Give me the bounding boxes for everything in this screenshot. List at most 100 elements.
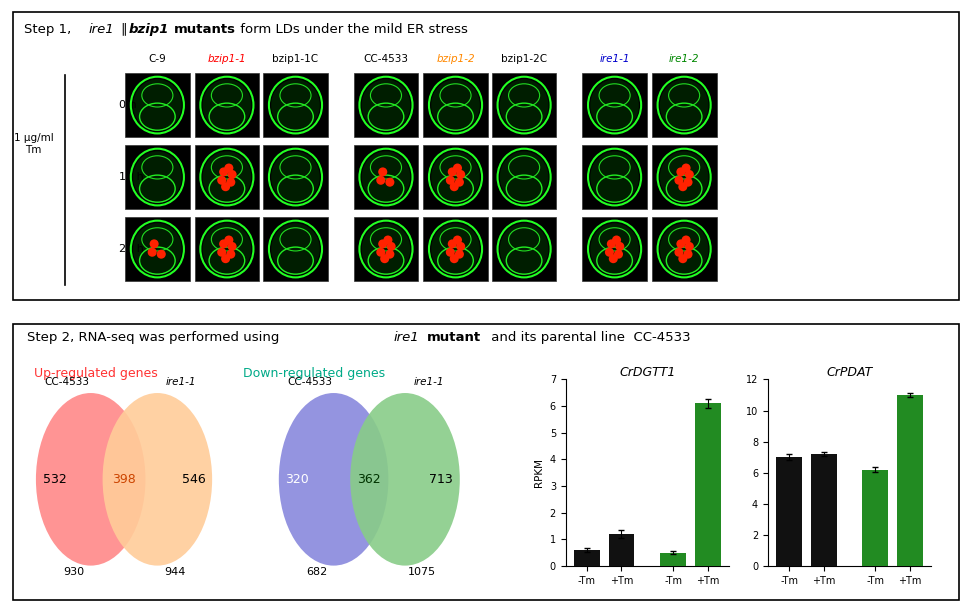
Ellipse shape (227, 242, 236, 251)
Text: ire1-2: ire1-2 (669, 54, 700, 64)
Ellipse shape (453, 163, 462, 173)
Ellipse shape (605, 248, 614, 257)
Bar (582, 145, 647, 209)
Ellipse shape (219, 167, 228, 176)
Bar (354, 145, 418, 209)
Text: and its parental line  CC-4533: and its parental line CC-4533 (487, 331, 690, 344)
Ellipse shape (217, 248, 226, 257)
Bar (811, 454, 837, 566)
Ellipse shape (500, 223, 548, 275)
Bar (194, 145, 260, 209)
Bar (652, 217, 716, 282)
Text: CC-4533: CC-4533 (364, 54, 408, 64)
Ellipse shape (380, 254, 389, 263)
Ellipse shape (202, 151, 251, 203)
Text: 944: 944 (164, 567, 186, 577)
Bar (263, 145, 328, 209)
Ellipse shape (225, 163, 233, 173)
Ellipse shape (448, 167, 457, 176)
Text: Step 1,: Step 1, (24, 23, 76, 35)
Ellipse shape (500, 80, 548, 131)
Ellipse shape (376, 248, 385, 257)
Ellipse shape (607, 239, 616, 248)
Bar (862, 469, 888, 566)
Ellipse shape (432, 151, 480, 203)
Text: 1075: 1075 (408, 567, 436, 577)
Text: ire1-1: ire1-1 (600, 54, 630, 64)
Ellipse shape (385, 177, 395, 187)
Ellipse shape (378, 167, 387, 176)
Bar (777, 457, 802, 566)
Bar (354, 217, 418, 282)
Ellipse shape (450, 254, 459, 263)
Ellipse shape (500, 151, 548, 203)
Bar (652, 145, 716, 209)
Ellipse shape (681, 236, 691, 245)
Ellipse shape (677, 167, 685, 176)
Text: 546: 546 (182, 473, 205, 486)
Ellipse shape (133, 80, 182, 131)
Bar (354, 73, 418, 137)
Ellipse shape (675, 176, 683, 185)
Bar (660, 553, 686, 566)
Ellipse shape (221, 254, 230, 263)
Ellipse shape (150, 239, 158, 248)
Text: ire1: ire1 (88, 23, 115, 35)
Bar (582, 217, 647, 282)
Ellipse shape (615, 242, 624, 251)
Ellipse shape (590, 80, 639, 131)
FancyBboxPatch shape (13, 12, 959, 300)
Ellipse shape (685, 170, 694, 179)
Text: Step 2, RNA-seq was performed using: Step 2, RNA-seq was performed using (27, 331, 284, 344)
Text: form LDs under the mild ER stress: form LDs under the mild ER stress (236, 23, 469, 35)
Ellipse shape (271, 151, 320, 203)
Ellipse shape (133, 223, 182, 275)
Text: 398: 398 (112, 473, 136, 486)
Ellipse shape (683, 177, 693, 187)
Bar (125, 217, 190, 282)
Bar (492, 217, 557, 282)
Ellipse shape (376, 176, 385, 185)
Ellipse shape (446, 248, 455, 257)
Ellipse shape (219, 239, 228, 248)
Bar (125, 73, 190, 137)
Ellipse shape (202, 223, 251, 275)
Ellipse shape (217, 176, 226, 185)
Ellipse shape (156, 250, 166, 259)
Text: ire1-1: ire1-1 (414, 377, 444, 387)
Text: ire1: ire1 (394, 331, 419, 344)
Ellipse shape (225, 236, 233, 245)
Text: 682: 682 (306, 567, 327, 577)
Ellipse shape (362, 80, 410, 131)
Ellipse shape (678, 254, 687, 263)
Ellipse shape (227, 170, 236, 179)
Text: CC-4533: CC-4533 (288, 377, 332, 387)
Ellipse shape (456, 242, 466, 251)
Ellipse shape (446, 176, 455, 185)
Ellipse shape (383, 236, 393, 245)
Ellipse shape (350, 393, 460, 565)
Ellipse shape (450, 182, 459, 191)
Bar (608, 534, 635, 566)
Bar (263, 73, 328, 137)
Ellipse shape (362, 151, 410, 203)
Bar (695, 403, 720, 566)
Text: 24 h: 24 h (120, 244, 144, 254)
Text: bzip1-2C: bzip1-2C (501, 54, 547, 64)
Ellipse shape (685, 242, 694, 251)
Bar (574, 550, 600, 566)
Text: mutant: mutant (427, 331, 481, 344)
Ellipse shape (271, 80, 320, 131)
Ellipse shape (612, 236, 621, 245)
Text: 713: 713 (430, 473, 453, 486)
Ellipse shape (448, 239, 457, 248)
Ellipse shape (660, 151, 709, 203)
Bar (492, 145, 557, 209)
Text: CC-4533: CC-4533 (45, 377, 89, 387)
Bar (194, 73, 260, 137)
Ellipse shape (455, 177, 464, 187)
Text: bzip1-1C: bzip1-1C (272, 54, 319, 64)
Text: mutants: mutants (174, 23, 235, 35)
Ellipse shape (226, 250, 235, 259)
Title: CrPDAT: CrPDAT (826, 367, 873, 379)
